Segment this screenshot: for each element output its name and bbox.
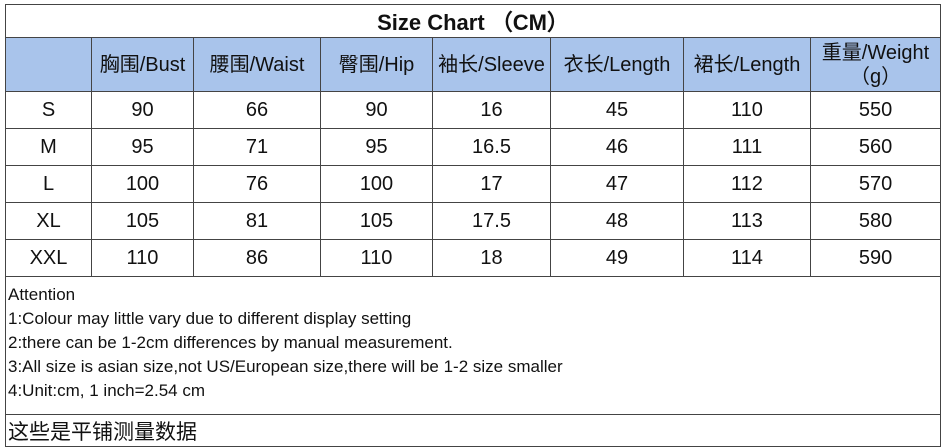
data-cell: 48: [550, 202, 684, 240]
data-cell: 110: [91, 239, 194, 277]
size-label: L: [5, 165, 92, 203]
data-cell: 110: [320, 239, 433, 277]
footer-row: 这些是平铺测量数据: [4, 414, 942, 447]
data-cell: 81: [193, 202, 321, 240]
data-cell: 111: [683, 128, 811, 166]
data-cell: 114: [683, 239, 811, 277]
data-cell: 590: [809, 239, 942, 277]
note-line: 3:All size is asian size,not US/European…: [8, 357, 563, 376]
note-line: 2:there can be 1-2cm differences by manu…: [8, 333, 453, 352]
header-cell: [5, 37, 92, 92]
data-cell: 71: [193, 128, 321, 166]
data-cell: 105: [91, 202, 194, 240]
header-cell: 裙长/Length: [683, 37, 811, 92]
data-cell: 18: [432, 239, 551, 277]
data-cell: 570: [809, 165, 942, 203]
size-table: Size Chart （CM） 胸围/Bust 腰围/Waist 臀围/Hip 袖长/S…: [4, 4, 942, 447]
data-cell: 95: [91, 128, 194, 166]
note-line: 1:Colour may little vary due to differen…: [8, 309, 412, 328]
data-cell: 86: [193, 239, 321, 277]
data-row: M 95 71 95 16.5 46 111 560: [5, 128, 942, 166]
note-line: 4:Unit:cm, 1 inch=2.54 cm: [8, 381, 206, 400]
data-cell: 105: [320, 202, 433, 240]
data-cell: 16: [432, 91, 551, 129]
data-cell: 90: [320, 91, 433, 129]
data-row: XXL 110 86 110 18 49 114 590: [5, 239, 942, 277]
data-cell: 45: [550, 91, 684, 129]
data-row: S 90 66 90 16 45 110 550: [5, 91, 942, 129]
data-cell: 110: [683, 91, 811, 129]
notes-row: Attention 1:Colour may little vary due to…: [4, 276, 942, 415]
notes-cell: Attention 1:Colour may little vary due to…: [4, 276, 942, 415]
data-cell: 550: [809, 91, 942, 129]
data-cell: 560: [809, 128, 942, 166]
data-row: L 100 76 100 17 47 112 570: [5, 165, 942, 203]
data-cell: 112: [683, 165, 811, 203]
size-label: S: [5, 91, 92, 129]
table-body: Size Chart （CM） 胸围/Bust 腰围/Waist 臀围/Hip 袖长/S…: [4, 4, 942, 447]
data-cell: 113: [683, 202, 811, 240]
size-label: XL: [5, 202, 92, 240]
data-cell: 100: [91, 165, 194, 203]
size-label: XXL: [5, 239, 92, 277]
header-cell: 臀围/Hip: [320, 37, 433, 92]
data-cell: 17.5: [432, 202, 551, 240]
data-cell: 46: [550, 128, 684, 166]
data-cell: 66: [193, 91, 321, 129]
data-cell: 95: [320, 128, 433, 166]
data-cell: 17: [432, 165, 551, 203]
footer-text: 这些是平铺测量数据: [4, 414, 942, 447]
data-row: XL 105 81 105 17.5 48 113 580: [5, 202, 942, 240]
data-cell: 16.5: [432, 128, 551, 166]
note-line: Attention: [8, 285, 76, 304]
header-cell: 腰围/Waist: [193, 37, 321, 92]
chart-title: Size Chart （CM）: [4, 4, 942, 38]
data-cell: 76: [193, 165, 321, 203]
header-cell: 胸围/Bust: [91, 37, 194, 92]
size-label: M: [5, 128, 92, 166]
data-cell: 47: [550, 165, 684, 203]
title-row: Size Chart （CM）: [4, 4, 942, 38]
size-chart-sheet: Size Chart （CM） 胸围/Bust 腰围/Waist 臀围/Hip 袖长/S…: [4, 4, 942, 447]
data-cell: 90: [91, 91, 194, 129]
data-cell: 580: [809, 202, 942, 240]
header-cell: 衣长/Length: [550, 37, 684, 92]
header-cell: 重量/Weight （g）: [809, 37, 942, 92]
data-cell: 49: [550, 239, 684, 277]
header-row: 胸围/Bust 腰围/Waist 臀围/Hip 袖长/Sleeve 衣长/Length 裙…: [5, 37, 942, 92]
header-cell: 袖长/Sleeve: [432, 37, 551, 92]
data-cell: 100: [320, 165, 433, 203]
